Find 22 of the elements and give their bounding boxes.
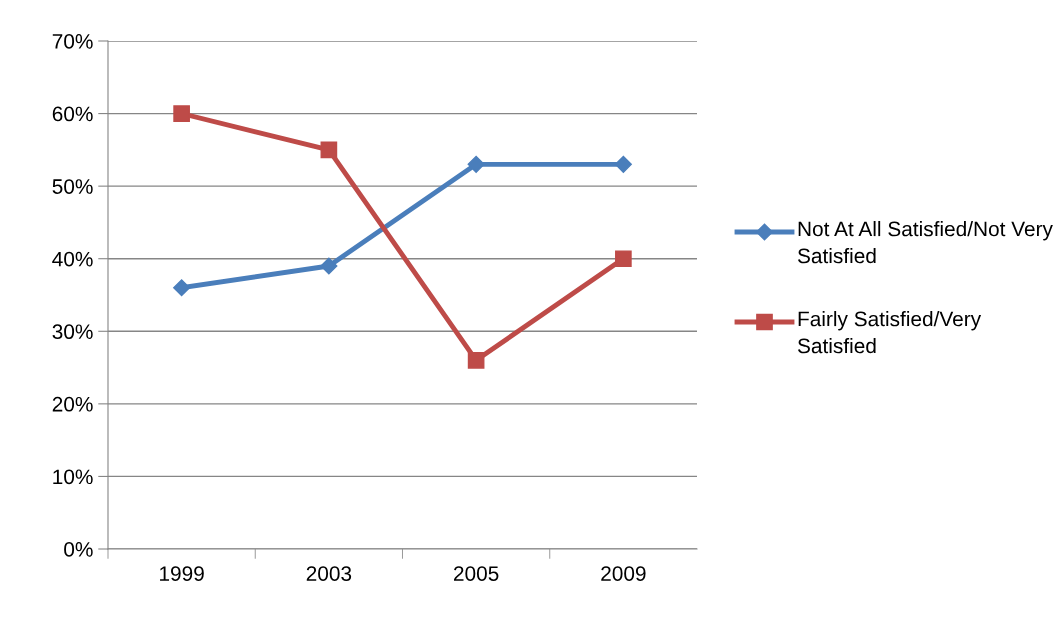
x-tick-label: 2009 xyxy=(601,566,646,581)
y-tick-label: 50% xyxy=(52,179,93,194)
y-tick-label: 70% xyxy=(52,34,93,49)
y-tick-label: 40% xyxy=(52,251,93,267)
point xyxy=(173,105,190,122)
y-tick-label: 10% xyxy=(53,469,93,485)
x-tick-label: 2005 xyxy=(454,566,499,581)
point xyxy=(467,155,485,173)
point xyxy=(173,279,191,297)
legend-label: Not At All Satisfied/Not Very Satisfied xyxy=(797,221,1053,264)
y-tick-label: 60% xyxy=(52,106,93,122)
x-tick-label: 1999 xyxy=(160,566,204,581)
x-tick-label: 2003 xyxy=(306,566,352,581)
point xyxy=(614,155,632,173)
point xyxy=(615,250,632,268)
y-tick-label: 0% xyxy=(64,542,93,557)
point xyxy=(320,141,338,159)
y-tick-label: 20% xyxy=(52,396,93,412)
y-tick-label: 30% xyxy=(52,324,93,340)
point xyxy=(467,351,485,369)
legend-label: Fairly Satisfied/Very Satisfied xyxy=(797,311,982,354)
point xyxy=(320,257,338,275)
